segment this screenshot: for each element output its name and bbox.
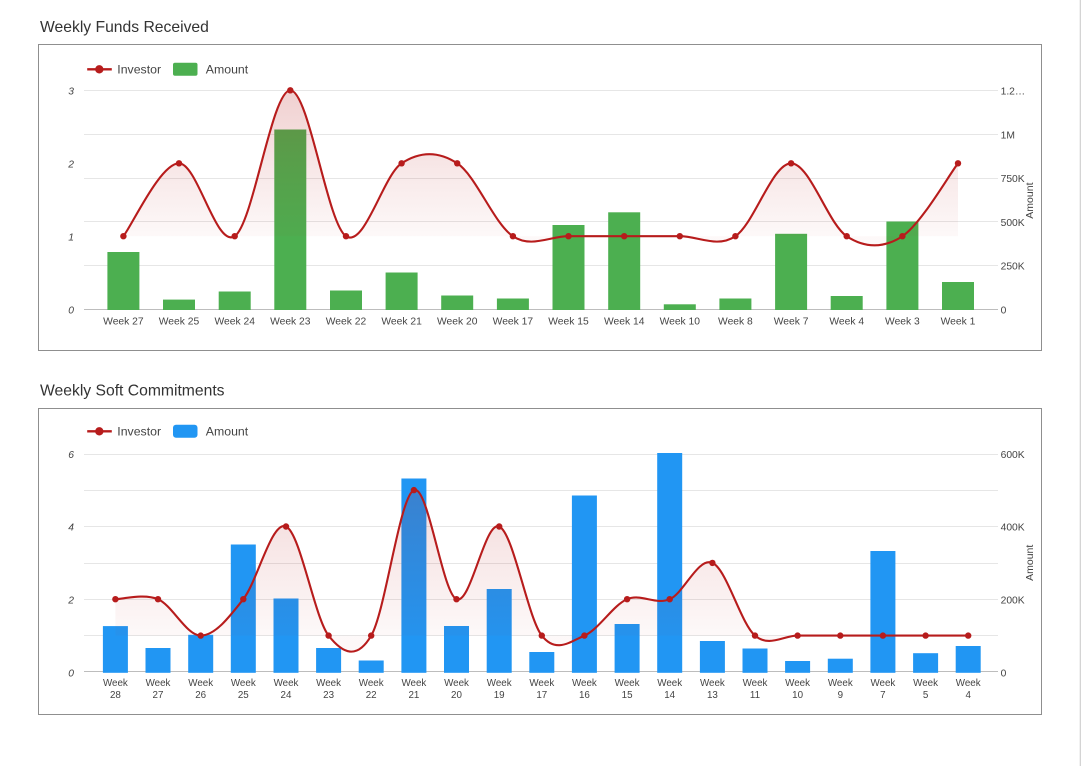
svg-text:Week: Week — [316, 678, 341, 689]
svg-text:Week 1: Week 1 — [941, 316, 976, 327]
svg-text:Week 22: Week 22 — [326, 316, 367, 327]
svg-text:Week 8: Week 8 — [718, 316, 753, 327]
svg-text:1M: 1M — [1001, 130, 1015, 141]
svg-text:Week: Week — [188, 678, 213, 689]
svg-text:0: 0 — [1001, 668, 1007, 679]
svg-text:Week: Week — [956, 678, 981, 689]
svg-text:Week 27: Week 27 — [103, 316, 144, 327]
svg-text:5: 5 — [923, 690, 929, 701]
svg-text:1.2…: 1.2… — [1001, 87, 1026, 98]
svg-text:Week 24: Week 24 — [214, 316, 255, 327]
svg-text:Week 25: Week 25 — [159, 316, 200, 327]
svg-text:Week: Week — [231, 678, 256, 689]
svg-text:9: 9 — [838, 690, 843, 701]
svg-text:Week 17: Week 17 — [493, 316, 534, 327]
svg-text:Amount: Amount — [1024, 182, 1036, 218]
svg-text:19: 19 — [494, 690, 505, 701]
svg-text:Week: Week — [103, 678, 128, 689]
svg-text:24: 24 — [281, 690, 292, 701]
svg-text:2: 2 — [67, 596, 74, 607]
svg-text:0: 0 — [68, 668, 74, 679]
svg-text:400K: 400K — [1001, 523, 1025, 534]
svg-text:Week 4: Week 4 — [829, 316, 864, 327]
svg-text:16: 16 — [579, 690, 590, 701]
svg-text:22: 22 — [366, 690, 377, 701]
svg-text:Weekly Funds Received: Weekly Funds Received — [40, 19, 209, 36]
svg-text:Week 10: Week 10 — [660, 316, 701, 327]
svg-text:Week: Week — [657, 678, 682, 689]
svg-text:4: 4 — [68, 523, 74, 534]
svg-text:Investor: Investor — [117, 63, 161, 77]
svg-text:0: 0 — [1001, 306, 1007, 317]
svg-text:Week: Week — [615, 678, 640, 689]
svg-text:Week 23: Week 23 — [270, 316, 311, 327]
svg-text:10: 10 — [792, 690, 803, 701]
svg-text:7: 7 — [880, 690, 885, 701]
svg-text:250K: 250K — [1001, 262, 1025, 273]
svg-text:27: 27 — [153, 690, 164, 701]
svg-text:Week: Week — [529, 678, 554, 689]
svg-text:23: 23 — [323, 690, 334, 701]
svg-text:500K: 500K — [1001, 218, 1025, 229]
svg-text:Week: Week — [444, 678, 469, 689]
svg-text:15: 15 — [622, 690, 633, 701]
svg-text:750K: 750K — [1001, 174, 1025, 185]
svg-text:11: 11 — [750, 690, 760, 701]
svg-text:26: 26 — [195, 690, 206, 701]
svg-text:Week: Week — [870, 678, 895, 689]
svg-text:Weekly Soft Commitments: Weekly Soft Commitments — [40, 382, 225, 399]
svg-text:Week: Week — [359, 678, 384, 689]
svg-text:0: 0 — [68, 306, 74, 317]
svg-text:Week 20: Week 20 — [437, 316, 478, 327]
svg-text:1: 1 — [68, 233, 74, 244]
svg-text:Week: Week — [572, 678, 597, 689]
svg-text:Week 14: Week 14 — [604, 316, 645, 327]
svg-text:Week: Week — [146, 678, 171, 689]
svg-text:28: 28 — [110, 690, 121, 701]
svg-text:21: 21 — [408, 690, 419, 701]
svg-text:2: 2 — [67, 160, 74, 171]
svg-text:6: 6 — [68, 450, 74, 461]
svg-text:200K: 200K — [1001, 596, 1025, 607]
svg-text:20: 20 — [451, 690, 462, 701]
svg-text:Week 15: Week 15 — [548, 316, 589, 327]
svg-text:Week 7: Week 7 — [774, 316, 809, 327]
svg-text:14: 14 — [664, 690, 675, 701]
svg-text:Week: Week — [487, 678, 512, 689]
svg-text:Amount: Amount — [206, 425, 249, 439]
svg-text:17: 17 — [536, 690, 547, 701]
svg-text:3: 3 — [68, 87, 74, 98]
svg-text:Week: Week — [401, 678, 426, 689]
svg-text:Amount: Amount — [206, 63, 249, 77]
svg-text:Week 21: Week 21 — [381, 316, 422, 327]
svg-text:Week: Week — [700, 678, 725, 689]
svg-text:Week: Week — [785, 678, 810, 689]
svg-text:Week 3: Week 3 — [885, 316, 920, 327]
svg-text:Amount: Amount — [1024, 545, 1036, 581]
svg-text:Week: Week — [743, 678, 768, 689]
svg-text:Week: Week — [274, 678, 299, 689]
svg-text:600K: 600K — [1001, 450, 1025, 461]
svg-text:Investor: Investor — [117, 425, 161, 439]
svg-text:13: 13 — [707, 690, 718, 701]
svg-text:Week: Week — [828, 678, 853, 689]
svg-text:4: 4 — [965, 690, 971, 701]
svg-text:Week: Week — [913, 678, 938, 689]
svg-text:25: 25 — [238, 690, 249, 701]
